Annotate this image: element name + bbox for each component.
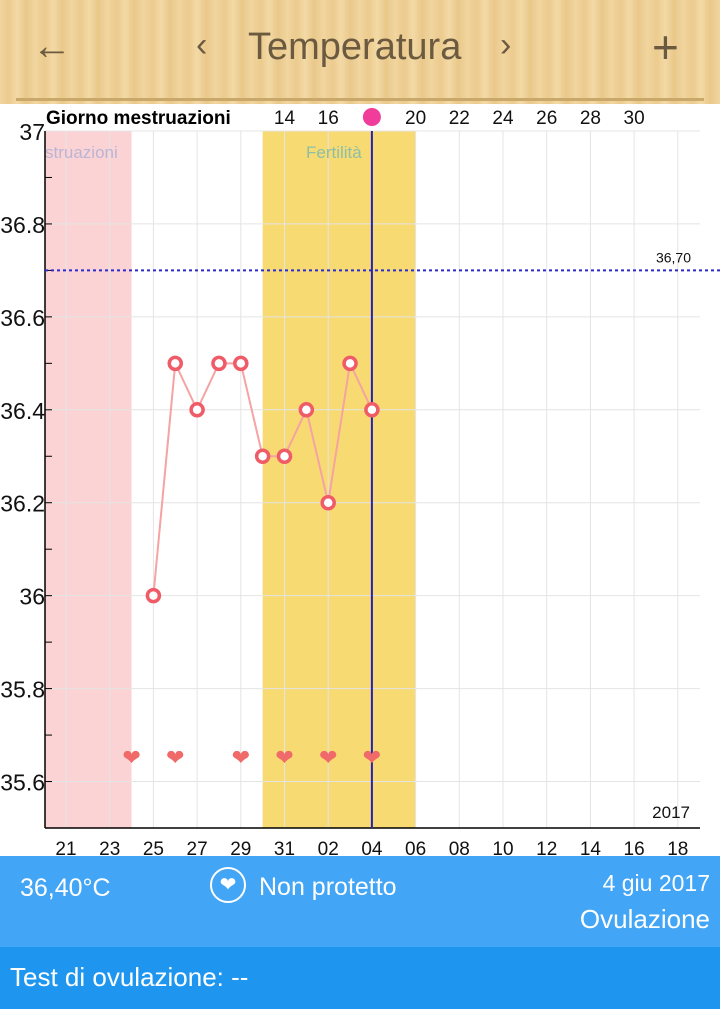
x-tick-label: 16	[624, 839, 645, 856]
today-marker-icon	[362, 108, 381, 126]
ovulation-test-label: Test di ovulazione: --	[10, 962, 249, 992]
x-tick-label: 12	[536, 839, 557, 856]
x-tick-label: 29	[230, 839, 251, 856]
x-tick-label: 10	[492, 839, 513, 856]
x-tick-label: 31	[274, 839, 295, 856]
temperature-chart[interactable]: struazioni Fertilità 37 36.8 36.6 36.4 36.2 36 3…	[0, 104, 720, 856]
cycle-day-label: 20	[405, 108, 426, 129]
cycle-day-label: 14	[274, 108, 296, 129]
temperature-point	[342, 355, 358, 372]
cycle-day-label: 22	[449, 108, 470, 129]
ovulation-test-bar[interactable]: Test di ovulazione: --	[0, 947, 720, 1009]
heart-icon[interactable]: ❤	[210, 867, 246, 903]
x-tick-label: 04	[361, 839, 383, 856]
temperature-value: 36,40°C	[20, 874, 111, 902]
temperature-point	[211, 355, 227, 372]
heart-icon: ❤	[166, 745, 184, 770]
y-tick-label: 36.4	[0, 398, 45, 424]
y-tick-label: 36.8	[0, 212, 45, 238]
band-label-menstruation: struazioni	[45, 143, 118, 162]
temperature-point	[320, 494, 336, 511]
heart-icon: ❤	[122, 745, 140, 770]
band-1	[262, 131, 416, 828]
selected-date: 4 giu 2017	[602, 870, 710, 896]
x-tick-label: 02	[318, 839, 339, 856]
cycle-day-label: 24	[492, 108, 514, 129]
y-tick-label: 37	[19, 119, 45, 145]
y-tick-label: 35.8	[0, 677, 45, 703]
heart-icon: ❤	[319, 745, 337, 770]
temperature-point	[298, 402, 315, 418]
x-tick-label: 18	[667, 839, 688, 856]
cycle-phase: Ovulazione	[579, 904, 710, 934]
y-tick-label: 35.6	[0, 770, 45, 796]
x-tick-label: 21	[55, 839, 76, 856]
chevron-left-icon[interactable]: ‹	[196, 26, 208, 64]
x-tick-label: 25	[143, 839, 164, 856]
cycle-day-label: 16	[318, 108, 339, 129]
year-label: 2017	[652, 803, 690, 822]
temperature-point	[189, 402, 205, 418]
x-tick-label: 23	[99, 839, 120, 856]
temperature-point	[145, 587, 162, 604]
heart-icon: ❤	[232, 745, 250, 770]
x-tick-label: 08	[449, 839, 470, 856]
y-tick-label: 36.6	[0, 305, 45, 331]
info-bar: 36,40°C ❤ Non protetto 4 giu 2017 Ovulaz…	[0, 856, 720, 947]
y-tick-label: 36.2	[0, 491, 45, 517]
chevron-right-icon[interactable]: ›	[500, 26, 512, 64]
temperature-point	[276, 448, 293, 465]
top-bar: ← ‹ Temperatura › +	[0, 0, 720, 104]
x-tick-label: 14	[580, 839, 602, 856]
temperature-point	[167, 355, 183, 372]
cycle-day-label: 30	[624, 108, 645, 129]
divider	[16, 98, 704, 101]
protection-status: Non protetto	[259, 873, 397, 901]
y-tick-label: 36	[19, 584, 45, 610]
cycle-day-label: 26	[536, 108, 557, 129]
temperature-point	[254, 448, 271, 465]
back-arrow-icon[interactable]: ←	[32, 24, 72, 68]
cycle-day-title: Giorno mestruazioni	[46, 108, 231, 129]
x-tick-label: 27	[187, 839, 208, 856]
heart-icon: ❤	[275, 745, 293, 770]
band-label-fertility: Fertilità	[306, 143, 362, 162]
cycle-day-label: 28	[580, 108, 601, 129]
temperature-point	[364, 402, 380, 418]
temperature-point	[233, 355, 249, 372]
band-0	[45, 131, 132, 828]
threshold-label: 36,70	[656, 249, 691, 265]
page-title: Temperatura	[248, 26, 462, 68]
heart-icon: ❤	[363, 745, 381, 770]
x-tick-label: 06	[405, 839, 426, 856]
plus-icon[interactable]: +	[652, 21, 679, 73]
